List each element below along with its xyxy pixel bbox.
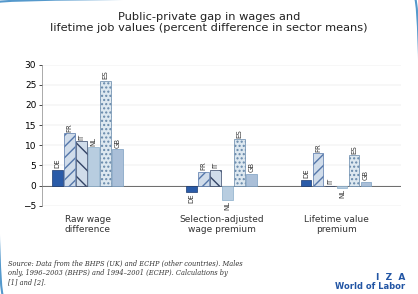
Text: ES: ES	[351, 145, 357, 154]
Bar	[52, 170, 63, 186]
Text: IT: IT	[327, 178, 333, 184]
Text: Public-private gap in wages and
lifetime job values (percent difference in secto: Public-private gap in wages and lifetime…	[50, 12, 368, 33]
Bar	[186, 186, 197, 192]
Bar	[76, 141, 87, 186]
Text: NL: NL	[91, 137, 97, 146]
Text: GB: GB	[363, 170, 369, 180]
Bar	[112, 149, 123, 186]
Bar	[100, 81, 111, 186]
Bar	[88, 147, 99, 186]
Text: FR: FR	[201, 161, 206, 170]
Text: DE: DE	[303, 168, 309, 178]
Text: DE: DE	[189, 193, 194, 203]
Text: FR: FR	[315, 143, 321, 152]
Text: IT: IT	[79, 133, 84, 140]
Text: IT: IT	[212, 162, 219, 168]
Bar	[64, 133, 75, 186]
Bar	[198, 171, 209, 186]
Text: Selection-adjusted
wage premium: Selection-adjusted wage premium	[179, 215, 264, 234]
Bar	[313, 153, 323, 186]
Text: NL: NL	[339, 189, 345, 198]
Text: Raw wage
difference: Raw wage difference	[65, 215, 111, 234]
Bar	[301, 180, 311, 186]
Bar	[361, 182, 371, 186]
Bar	[234, 139, 245, 186]
Text: World of Labor: World of Labor	[335, 282, 405, 291]
Text: I  Z  A: I Z A	[376, 273, 405, 282]
Bar	[349, 156, 359, 186]
Text: NL: NL	[224, 201, 231, 211]
Bar	[337, 186, 347, 188]
Text: GB: GB	[249, 162, 255, 172]
Bar	[222, 186, 233, 200]
Text: DE: DE	[54, 158, 61, 168]
Text: ES: ES	[237, 129, 242, 138]
Text: GB: GB	[115, 138, 121, 148]
Text: FR: FR	[66, 123, 73, 132]
Text: ES: ES	[103, 71, 109, 79]
Text: Source: Data from the BHPS (UK) and ECHP (other countries). Males
only, 1996–200: Source: Data from the BHPS (UK) and ECHP…	[8, 260, 243, 287]
Text: Lifetime value
premium: Lifetime value premium	[303, 215, 368, 234]
Bar	[210, 170, 221, 186]
Bar	[246, 173, 257, 186]
